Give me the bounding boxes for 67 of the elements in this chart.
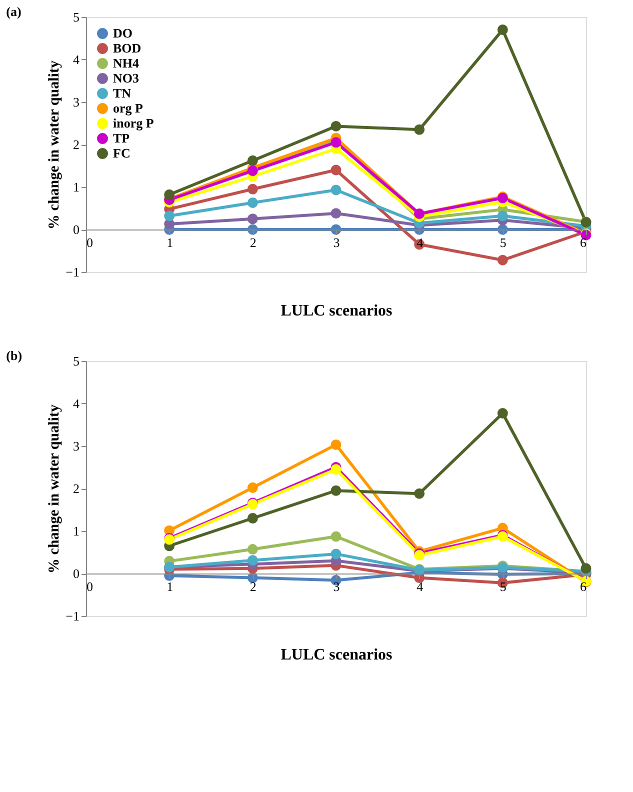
legend-label: BOD <box>113 40 142 56</box>
y-tick-label: 1 <box>73 180 80 194</box>
y-tick-label: 4 <box>73 396 80 411</box>
y-tick-label: −1 <box>66 608 80 624</box>
y-tick-label: 3 <box>73 438 80 454</box>
point <box>497 408 508 419</box>
point <box>330 120 342 132</box>
legend-label: inorg P <box>113 116 154 130</box>
chart-title: (a) <box>6 4 22 19</box>
x-axis-title: LULC scenarios <box>280 646 392 664</box>
legend-label: TP <box>113 130 130 146</box>
point <box>247 197 258 208</box>
point <box>414 124 425 135</box>
chart-title: (b) <box>6 348 22 363</box>
y-tick-label: 4 <box>73 52 80 67</box>
point <box>330 531 342 542</box>
y-axis-title: % change in water quality <box>46 60 63 230</box>
y-axis-title: % change in water quality <box>46 404 63 574</box>
x-tick-label: 5 <box>500 235 506 250</box>
y-tick-label: 2 <box>73 481 80 496</box>
x-tick-label: 1 <box>166 235 174 250</box>
legend-label: DO <box>113 26 132 40</box>
x-tick-label: 4 <box>416 579 424 594</box>
point <box>330 208 342 219</box>
point <box>330 137 342 148</box>
point <box>330 184 342 196</box>
point <box>247 513 258 524</box>
legend-label: NO3 <box>113 70 140 86</box>
y-tick-label: 2 <box>73 137 80 152</box>
x-tick-label: 2 <box>250 235 256 250</box>
point <box>330 485 342 496</box>
y-tick-label: 5 <box>73 354 80 368</box>
point <box>497 24 508 35</box>
y-tick-label: 5 <box>73 10 80 24</box>
point <box>164 189 175 200</box>
x-axis-title: LULC scenarios <box>280 302 392 320</box>
legend-label: TN <box>113 86 132 100</box>
point <box>497 254 508 266</box>
y-tick-label: 3 <box>73 94 80 110</box>
point <box>330 548 342 560</box>
x-tick-label: 6 <box>580 235 587 250</box>
point <box>414 488 425 499</box>
point <box>247 544 258 555</box>
point <box>330 464 342 475</box>
legend-label: org P <box>113 100 144 116</box>
y-tick-label: 0 <box>73 222 80 237</box>
x-tick-label: 0 <box>86 235 93 250</box>
point <box>247 155 258 166</box>
y-tick-label: 1 <box>73 524 80 538</box>
x-tick-label: 2 <box>250 579 256 594</box>
point <box>247 214 258 224</box>
x-tick-label: 3 <box>333 235 340 250</box>
x-tick-label: 4 <box>416 235 424 250</box>
point <box>247 482 258 493</box>
y-tick-label: 0 <box>73 566 80 581</box>
point <box>580 563 592 574</box>
x-tick-label: 1 <box>166 579 174 594</box>
x-tick-label: 0 <box>86 579 93 594</box>
y-tick-label: −1 <box>66 264 80 280</box>
point <box>247 555 258 566</box>
point <box>497 210 508 222</box>
legend-label: NH4 <box>113 56 140 70</box>
point <box>247 184 258 194</box>
point <box>330 164 342 176</box>
legend-label: FC <box>113 146 130 160</box>
point <box>330 439 342 450</box>
point <box>164 210 175 222</box>
